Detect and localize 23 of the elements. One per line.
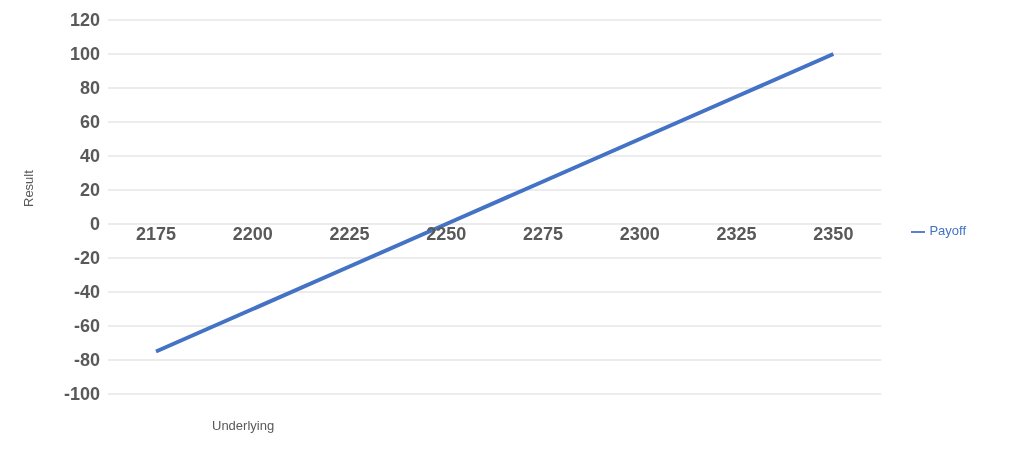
y-tick-label: 100 — [69, 44, 100, 65]
x-tick-label: 2275 — [523, 224, 564, 245]
x-tick-label: 2350 — [813, 224, 854, 245]
y-tick-label: -20 — [73, 248, 100, 269]
x-tick-label: 2325 — [716, 224, 757, 245]
x-tick-label: 2175 — [135, 224, 177, 245]
y-tick-label: 120 — [69, 10, 100, 31]
legend-label: Payoff — [929, 223, 966, 239]
x-tick-label: 2250 — [426, 224, 467, 245]
x-tick-label: 2200 — [232, 224, 273, 245]
y-axis-title: Result — [20, 169, 36, 207]
y-tick-label: -60 — [73, 316, 100, 337]
y-tick-label: -100 — [63, 384, 100, 405]
y-tick-label: 60 — [79, 112, 100, 133]
y-tick-label: 80 — [79, 78, 100, 99]
y-tick-label: -80 — [73, 350, 100, 371]
x-tick-label: 2225 — [329, 224, 370, 245]
y-tick-label: 40 — [79, 146, 100, 167]
y-tick-label: 0 — [89, 214, 100, 235]
x-tick-label: 2300 — [619, 224, 660, 245]
y-tick-label: -40 — [73, 282, 100, 303]
x-axis-title: Underlying — [212, 418, 275, 433]
y-tick-label: 20 — [79, 180, 100, 201]
